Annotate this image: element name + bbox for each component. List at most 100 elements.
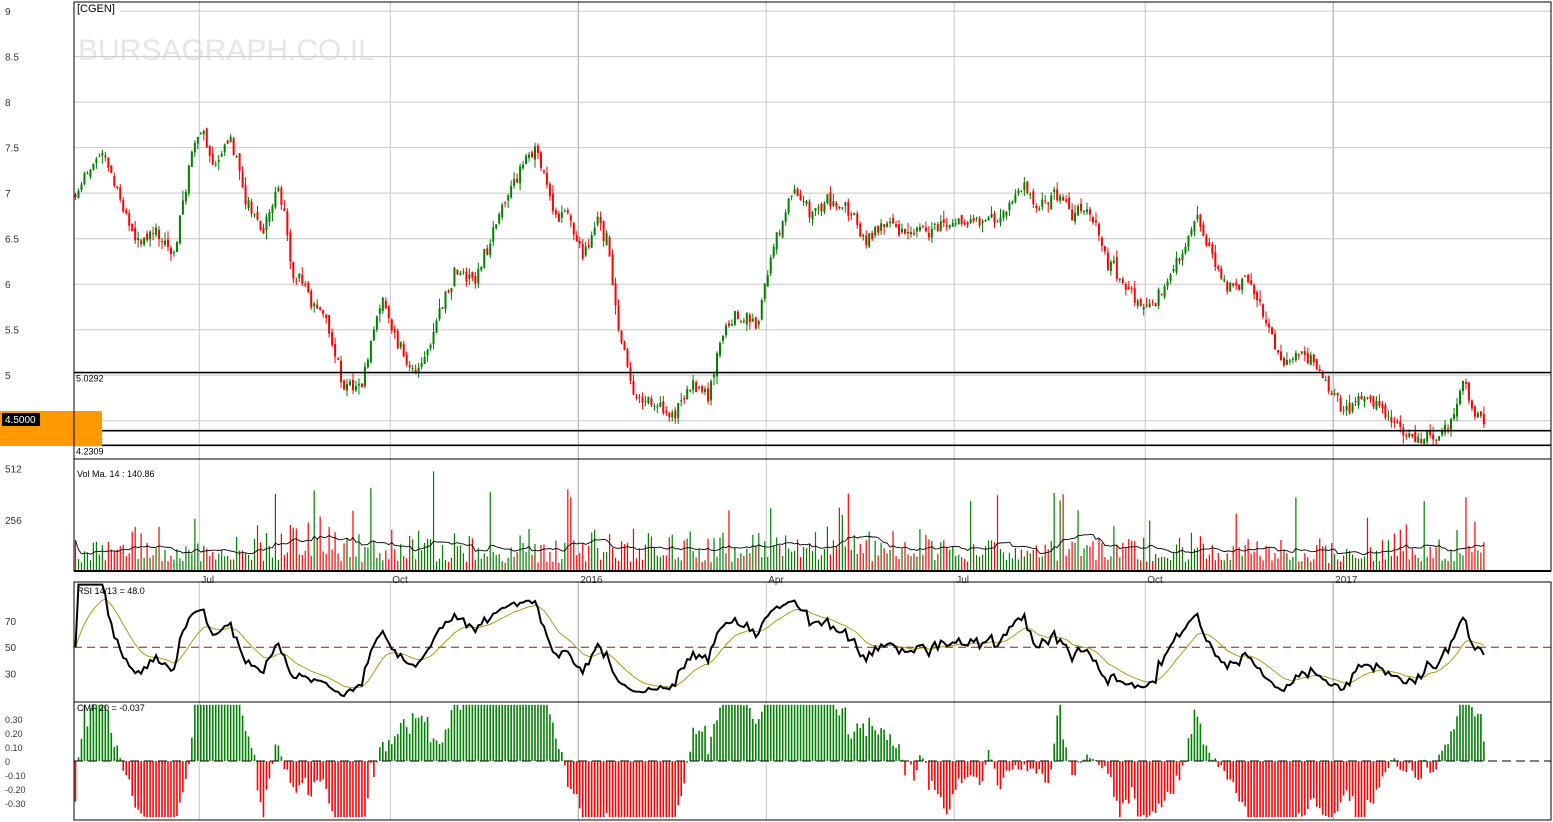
candle-body [1020, 190, 1023, 192]
candle [208, 144, 211, 163]
candle-body [850, 213, 853, 215]
cmf-bar [716, 720, 718, 761]
candle [175, 240, 178, 253]
candle [1041, 192, 1044, 211]
cmf-bar [784, 704, 787, 761]
candle [695, 380, 698, 393]
candle-body [399, 342, 402, 348]
candle-body [149, 231, 152, 240]
volume-bar [791, 551, 793, 571]
candle [915, 226, 918, 238]
candle-body [223, 144, 226, 153]
volume-bar [990, 540, 993, 571]
volume-bar [268, 545, 271, 571]
candle-body [175, 242, 178, 252]
volume-bar [1190, 532, 1193, 571]
candle-body [408, 365, 411, 368]
candle [757, 319, 760, 329]
candle-body [119, 187, 122, 200]
candle [1020, 190, 1023, 193]
cmf-bar [981, 761, 984, 782]
candle [993, 210, 996, 229]
candle-body [1435, 439, 1438, 441]
candle [1011, 200, 1014, 205]
volume-bar [770, 508, 772, 571]
cmf-bar [256, 761, 259, 791]
candle-body [880, 223, 883, 231]
candle-body [1059, 195, 1062, 202]
candle [886, 221, 889, 228]
candle-body [662, 401, 665, 414]
volume-bar [1414, 554, 1416, 571]
volume-bar [1152, 561, 1154, 571]
cmf-bar [1199, 723, 1202, 761]
cmf-bar [549, 714, 551, 761]
volume-bar [1331, 542, 1333, 571]
candle-body [1002, 211, 1005, 219]
volume-bar [1322, 546, 1324, 571]
candle [1482, 406, 1485, 429]
candle [196, 136, 199, 150]
cmf-bar [116, 745, 119, 761]
candle-body [507, 195, 510, 201]
cmf-bar [1468, 704, 1470, 761]
candle-body [1247, 275, 1250, 283]
cmf-bar [772, 704, 775, 761]
candle [665, 406, 668, 416]
candle-body [1363, 397, 1366, 402]
candle [617, 299, 620, 332]
cmf-bar [844, 707, 847, 761]
candle-body [623, 341, 626, 350]
cmf-bar [1327, 761, 1330, 818]
candle-body [969, 219, 972, 224]
cmf-bar [558, 749, 560, 761]
volume-bar [898, 558, 900, 571]
volume-bar [421, 550, 423, 571]
volume-bar [510, 547, 512, 571]
candle [1139, 297, 1142, 307]
cmf-bar [1116, 761, 1118, 801]
candle [390, 318, 393, 335]
cmf-bar [543, 704, 545, 761]
volume-bar [698, 548, 700, 571]
candle [343, 379, 346, 391]
cmf-bar [1172, 761, 1175, 795]
candle-body [1097, 224, 1100, 236]
candle [781, 220, 784, 239]
candle-body [724, 325, 727, 336]
candle-body [169, 248, 172, 254]
cmf-bar [1178, 761, 1181, 781]
candle-body [1106, 252, 1109, 270]
candle [1217, 264, 1220, 272]
cmf-bar [1187, 738, 1190, 761]
candle-body [405, 355, 408, 365]
candle-body [369, 340, 372, 363]
cmf-bar [859, 727, 862, 761]
candle-body [578, 240, 581, 244]
volume-bar [471, 538, 473, 571]
volume-bar [504, 562, 506, 571]
candle-body [587, 245, 590, 248]
volume-bar [101, 545, 103, 571]
candle-body [1083, 210, 1086, 212]
volume-bar [1334, 554, 1336, 571]
candle [1271, 326, 1274, 335]
candle [847, 198, 850, 222]
candle [1157, 287, 1160, 310]
candle-body [298, 274, 301, 278]
cmf-bar [1154, 761, 1157, 813]
candle [772, 243, 775, 259]
candle-body [495, 224, 498, 229]
candle-body [1014, 194, 1017, 202]
candle [1414, 424, 1417, 443]
candle [235, 155, 238, 159]
candle [1136, 298, 1139, 309]
candle-body [429, 344, 432, 349]
volume-bar [1056, 560, 1058, 571]
volume-bar [1250, 553, 1252, 571]
candle-body [304, 283, 307, 285]
candle-body [319, 307, 322, 310]
candle [790, 195, 793, 201]
cmf-bar [1360, 761, 1363, 818]
candle-body [525, 155, 528, 164]
